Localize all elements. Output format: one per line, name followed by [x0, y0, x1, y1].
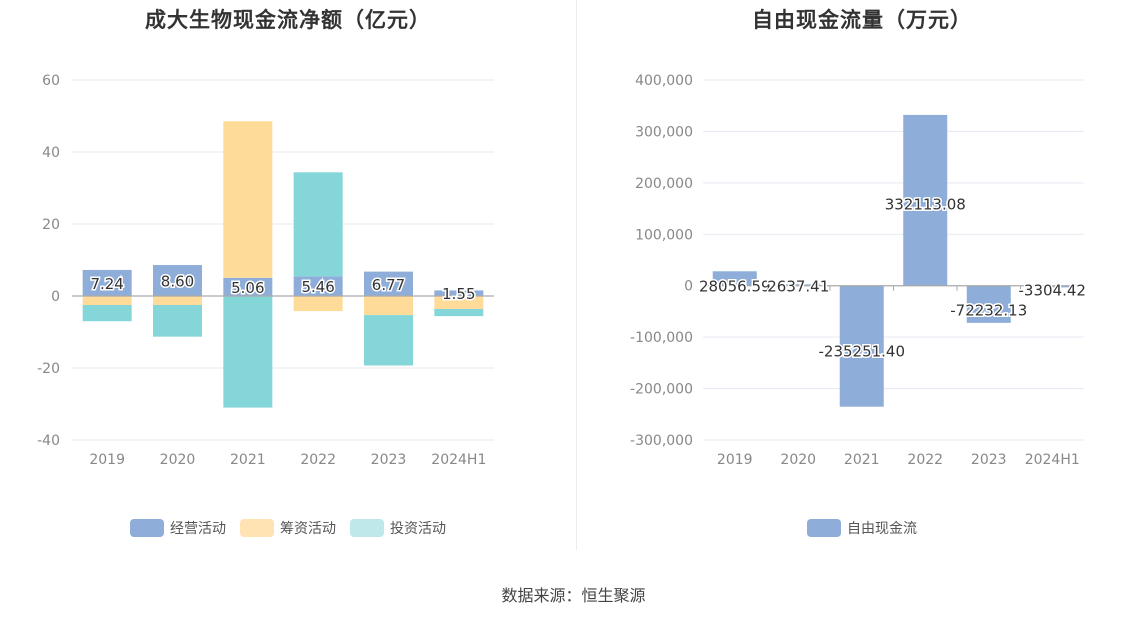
bar-financing — [82, 296, 132, 305]
bar-free-cash-flow — [1030, 285, 1075, 288]
x-tick-label: 2019 — [717, 452, 753, 468]
free-cash-flow-chart-panel: 自由现金流量（万元） -300,000 -200,000 -100,000 0 100,… — [577, 0, 1147, 560]
legend-item-free-cash-flow[interactable]: 自由现金流 — [807, 518, 917, 538]
data-source-note: 数据来源：恒生聚源 — [501, 586, 646, 605]
legend-item-investing[interactable]: 投资活动 — [350, 518, 446, 538]
bar-investing — [223, 296, 273, 408]
legend-swatch-investing — [350, 519, 384, 537]
y-tick-label: 60 — [42, 73, 60, 89]
legend-swatch-free-cash-flow — [807, 519, 841, 537]
chart-legend: 经营活动 筹资活动 投资活动 — [0, 518, 576, 538]
data-label-free-cash-flow: 2637.41 — [767, 278, 829, 296]
x-tick-label: 2024H1 — [431, 452, 486, 468]
legend-swatch-operating — [130, 519, 164, 537]
y-tick-label: 0 — [51, 289, 60, 305]
chart-legend: 自由现金流 — [577, 518, 1147, 538]
data-label-free-cash-flow: -235251.40 — [818, 343, 905, 361]
data-label-free-cash-flow: 332113.08 — [885, 196, 966, 214]
bar-investing — [82, 305, 132, 322]
bar-free-cash-flow — [966, 285, 1011, 323]
data-label-operating: 1.55 — [442, 285, 475, 303]
x-tick-label: 2023 — [971, 452, 1007, 468]
data-label-operating: 6.77 — [372, 276, 405, 294]
panel-divider — [576, 0, 577, 550]
free-cash-flow-chart: -300,000 -200,000 -100,000 0 100,000 200,000 3… — [630, 73, 1087, 468]
x-tick-label: 2022 — [907, 452, 943, 468]
legend-label: 经营活动 — [170, 521, 226, 537]
bar-investing — [364, 315, 413, 366]
x-tick-label: 2021 — [844, 452, 880, 468]
y-tick-label: -300,000 — [630, 433, 693, 449]
chart-title: 成大生物现金流净额（亿元） — [145, 8, 431, 32]
bar-free-cash-flow — [839, 285, 884, 407]
bar-financing — [293, 296, 343, 312]
cash-flow-net-chart-panel: 成大生物现金流净额（亿元） -40 -20 0 20 40 60 2019 2020 2021 2… — [0, 0, 576, 560]
x-tick-label: 2022 — [300, 452, 336, 468]
data-label-operating: 7.24 — [90, 275, 123, 293]
x-tick-label: 2023 — [371, 452, 407, 468]
y-tick-label: 100,000 — [635, 227, 693, 243]
y-tick-label: -100,000 — [630, 330, 693, 346]
legend-label: 自由现金流 — [847, 521, 917, 537]
legend-item-financing[interactable]: 筹资活动 — [240, 518, 336, 538]
cash-flow-net-chart: -40 -20 0 20 40 60 2019 2020 2021 2022 2023 2024H1 7… — [37, 73, 494, 468]
bar-investing — [153, 305, 202, 337]
bar-financing — [223, 121, 273, 278]
legend-item-operating[interactable]: 经营活动 — [130, 518, 226, 538]
data-label-free-cash-flow: -3304.42 — [1019, 282, 1086, 300]
data-label-operating: 8.60 — [161, 273, 194, 291]
bar-free-cash-flow — [712, 271, 757, 286]
bar-operating — [153, 265, 202, 296]
bar-free-cash-flow — [776, 284, 821, 286]
bar-operating — [223, 277, 273, 296]
y-tick-label: 20 — [42, 217, 60, 233]
y-tick-label: -40 — [37, 433, 60, 449]
x-tick-label: 2021 — [230, 452, 266, 468]
y-tick-label: 200,000 — [635, 176, 693, 192]
bar-financing — [434, 296, 484, 309]
y-tick-label: -20 — [37, 361, 60, 377]
y-tick-label: -200,000 — [630, 382, 693, 398]
legend-swatch-financing — [240, 519, 274, 537]
y-tick-label: 300,000 — [635, 124, 693, 140]
data-label-operating: 5.06 — [231, 279, 264, 297]
legend-label: 投资活动 — [390, 521, 446, 537]
y-tick-label: 40 — [42, 145, 60, 161]
data-label-operating: 5.46 — [301, 278, 334, 296]
legend-label: 筹资活动 — [280, 521, 336, 537]
x-tick-label: 2020 — [780, 452, 816, 468]
bar-operating — [434, 290, 484, 296]
bar-operating — [82, 269, 132, 296]
bar-operating — [364, 271, 413, 296]
chart-title: 自由现金流量（万元） — [752, 8, 972, 32]
bar-investing — [293, 172, 343, 277]
bar-investing — [434, 308, 484, 317]
x-tick-label: 2019 — [89, 452, 125, 468]
bar-financing — [153, 296, 202, 305]
data-label-free-cash-flow: -72232.13 — [950, 302, 1027, 320]
x-tick-label: 2024H1 — [1025, 452, 1080, 468]
x-tick-label: 2020 — [160, 452, 196, 468]
bar-financing — [364, 296, 413, 316]
y-tick-label: 0 — [684, 279, 693, 295]
bar-free-cash-flow — [903, 114, 948, 286]
data-label-free-cash-flow: 28056.59 — [699, 278, 771, 296]
y-tick-label: 400,000 — [635, 73, 693, 89]
bar-operating — [293, 276, 343, 296]
